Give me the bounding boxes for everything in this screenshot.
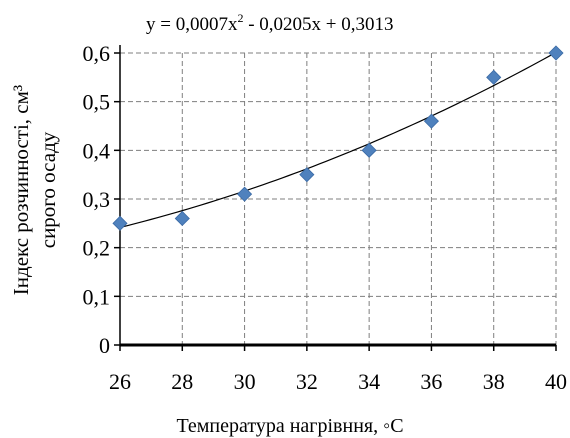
- data-point: [548, 45, 564, 61]
- y-tick-label: 0,1: [83, 284, 111, 309]
- data-point: [361, 142, 377, 158]
- y-tick-label: 0,4: [83, 138, 111, 163]
- grid-lines: [120, 52, 557, 345]
- data-point: [299, 167, 315, 183]
- trendline-curve: [119, 51, 557, 229]
- equation-suffix: - 0,0205x + 0,3013: [243, 14, 393, 35]
- data-point: [423, 113, 439, 129]
- y-tick-labels: 0 0,1 0,2 0,3 0,4 0,5 0,6: [83, 41, 111, 358]
- axes: [114, 45, 557, 351]
- data-point: [237, 186, 253, 202]
- y-tick-label: 0,3: [83, 187, 111, 212]
- data-point: [486, 69, 502, 85]
- data-point: [174, 210, 190, 227]
- y-axis-label-line2: сирого осаду: [36, 131, 60, 248]
- trendline-equation: y = 0,0007x2 - 0,0205x + 0,3013: [146, 11, 394, 35]
- x-tick-label: 30: [234, 369, 256, 394]
- equation-exponent: 2: [237, 11, 243, 25]
- x-tick-label: 34: [358, 369, 380, 394]
- x-tick-label: 38: [483, 369, 505, 394]
- x-tick-label: 26: [109, 369, 131, 394]
- y-axis-label-line1: Індекс розчинності, см³: [9, 85, 33, 295]
- equation-prefix: y = 0,0007x: [146, 14, 238, 35]
- x-tick-label: 32: [296, 369, 318, 394]
- x-axis-label: Температура нагрівння, ◦С: [176, 415, 403, 437]
- y-tick-label: 0,2: [83, 236, 111, 261]
- x-tick-label: 36: [420, 369, 442, 394]
- x-tick-label: 40: [545, 369, 567, 394]
- y-tick-label: 0,5: [83, 90, 111, 115]
- trendline: [119, 51, 557, 229]
- y-tick-label: 0,6: [83, 41, 111, 66]
- x-tick-labels: 26 28 30 32 34 36 38 40: [109, 369, 567, 394]
- x-tick-label: 28: [171, 369, 193, 394]
- data-point: [112, 215, 128, 231]
- y-tick-label: 0: [99, 333, 110, 358]
- data-points: [112, 45, 564, 231]
